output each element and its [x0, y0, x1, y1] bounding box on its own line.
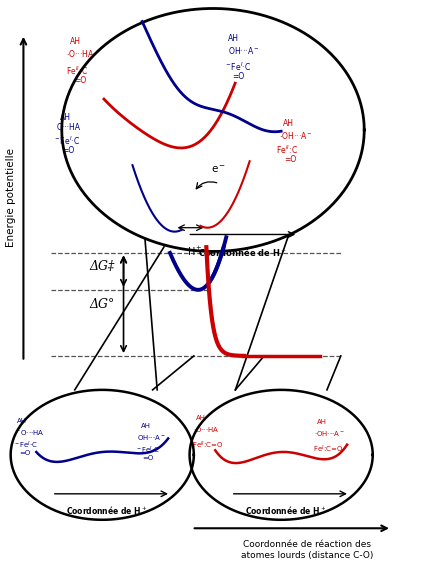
Text: Fe$^{II}$:C: Fe$^{II}$:C — [66, 65, 88, 77]
Text: $\cdot$O···HA: $\cdot$O···HA — [193, 425, 219, 434]
Text: Fe$^{II}$:C: Fe$^{II}$:C — [276, 144, 298, 157]
Text: AH: AH — [283, 119, 294, 128]
Text: $^-$O···HA: $^-$O···HA — [14, 428, 45, 437]
Text: =O: =O — [19, 450, 30, 456]
Text: AH: AH — [70, 37, 81, 46]
Text: AH: AH — [17, 418, 27, 424]
Text: AH: AH — [196, 415, 206, 421]
Text: =O: =O — [62, 146, 74, 155]
Text: $^-$Fe$^I$·C: $^-$Fe$^I$·C — [53, 134, 81, 147]
Text: $^-$Fe$^I$·C: $^-$Fe$^I$·C — [224, 60, 251, 73]
Text: OH···A$^-$: OH···A$^-$ — [228, 45, 259, 56]
Text: OH···A$^-$: OH···A$^-$ — [137, 433, 166, 442]
Text: Energie potentielle: Energie potentielle — [6, 148, 16, 247]
Text: Coordonnée de H$^+$: Coordonnée de H$^+$ — [199, 246, 287, 258]
Text: $^-$Fe$^I$·C: $^-$Fe$^I$·C — [13, 440, 38, 451]
Text: AH: AH — [228, 34, 239, 43]
Text: AH: AH — [317, 419, 327, 425]
Text: =O: =O — [142, 455, 153, 461]
Text: $^-$Fe$^I$·C: $^-$Fe$^I$·C — [135, 445, 161, 456]
Text: ΔG‡: ΔG‡ — [90, 260, 115, 273]
Text: AH: AH — [141, 423, 150, 429]
Text: O···HA: O···HA — [56, 123, 80, 132]
Text: AH: AH — [60, 113, 71, 122]
Text: =O: =O — [75, 76, 87, 85]
Text: Fe$^I$:C=O: Fe$^I$:C=O — [313, 444, 343, 455]
Text: ΔG°: ΔG° — [90, 298, 115, 311]
Text: $\cdot$OH···A$^-$: $\cdot$OH···A$^-$ — [314, 429, 345, 438]
Text: H$^+$: H$^+$ — [187, 245, 202, 258]
Text: Coordonnée de H$^+$: Coordonnée de H$^+$ — [245, 504, 326, 516]
Text: $\cdot$OH···A$^-$: $\cdot$OH···A$^-$ — [279, 130, 313, 141]
Text: =O: =O — [232, 72, 245, 81]
Text: Coordonnée de réaction des
atomes lourds (distance C-O): Coordonnée de réaction des atomes lourds… — [241, 540, 373, 560]
Text: Coordonnée de H$^+$: Coordonnée de H$^+$ — [66, 504, 147, 516]
Text: =O: =O — [285, 155, 297, 164]
Text: $\cdot$O···HA: $\cdot$O···HA — [66, 48, 95, 59]
Text: Fe$^{II}$:C=O: Fe$^{II}$:C=O — [192, 440, 223, 451]
Text: e$^-$: e$^-$ — [211, 164, 226, 175]
